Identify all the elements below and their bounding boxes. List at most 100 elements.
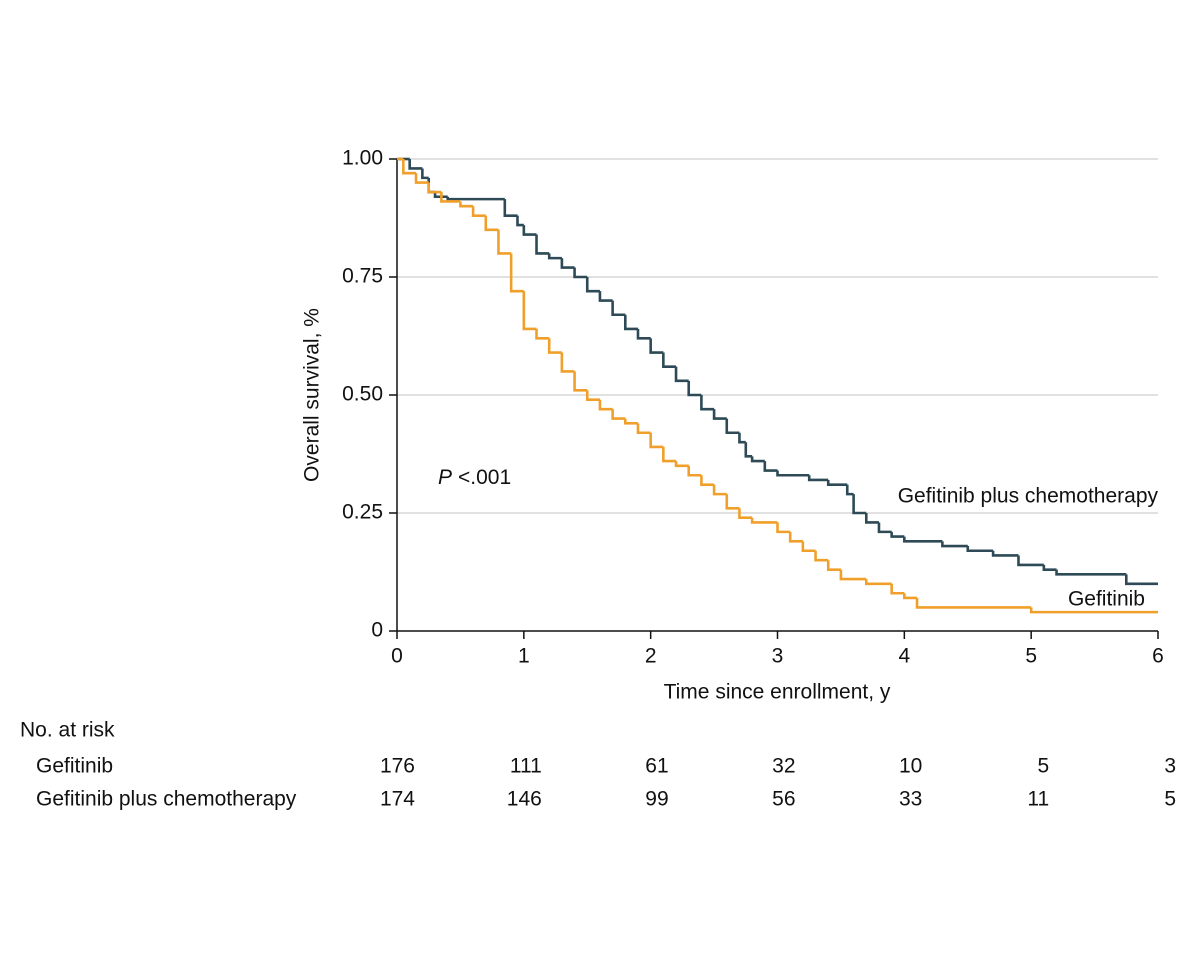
risk-count: 32: [772, 755, 795, 778]
survival-step: [662, 352, 677, 368]
survival-step: [750, 456, 765, 463]
y-tick-label: 1.00: [342, 147, 383, 170]
survival-step: [560, 258, 575, 269]
survival-step: [535, 234, 550, 255]
survival-step: [585, 390, 600, 402]
survival-step: [776, 522, 791, 534]
risk-count: 146: [507, 788, 542, 811]
survival-step: [636, 423, 651, 435]
survival-step: [674, 366, 689, 383]
survival-step: [459, 201, 474, 208]
survival-step: [725, 494, 740, 510]
survival-step: [687, 380, 702, 397]
survival-step: [414, 173, 429, 184]
survival-step: [611, 409, 626, 420]
survival-step: [446, 196, 505, 201]
survival-step: [807, 475, 829, 482]
survival-step: [750, 517, 778, 524]
survival-step: [421, 168, 429, 180]
survival-step: [738, 508, 753, 520]
survival-step: [509, 253, 524, 293]
survival-step: [1124, 574, 1158, 586]
survival-step: [801, 541, 816, 553]
risk-count: 5: [1037, 755, 1049, 778]
survival-step: [1017, 555, 1044, 567]
survival-step: [484, 215, 499, 232]
survival-step: [611, 300, 626, 317]
x-tick-label: 1: [518, 645, 530, 668]
survival-step: [649, 338, 664, 354]
survival-step: [915, 597, 1032, 609]
risk-count: 33: [899, 788, 922, 811]
survival-step: [440, 192, 461, 203]
survival-step: [700, 395, 715, 411]
survival-step: [877, 522, 892, 534]
survival-step: [598, 399, 613, 411]
survival-step: [1055, 569, 1127, 576]
survival-step: [624, 314, 638, 331]
risk-count: 174: [380, 788, 415, 811]
risk-row-name: Gefitinib: [36, 755, 113, 778]
survival-step: [852, 494, 867, 515]
survival-step: [547, 338, 562, 354]
y-tick-label: 0.25: [342, 501, 383, 524]
survival-step: [845, 484, 854, 496]
risk-count: 176: [380, 755, 415, 778]
p-text: <.001: [458, 466, 511, 489]
survival-step: [700, 475, 715, 486]
survival-step: [763, 461, 778, 472]
survival-step: [522, 225, 537, 236]
survival-step: [573, 267, 588, 279]
survival-step: [826, 479, 848, 486]
risk-count: 10: [899, 755, 922, 778]
p-symbol: P: [438, 466, 452, 489]
survival-step: [738, 432, 746, 444]
survival-step: [941, 541, 968, 548]
series-label: Gefitinib plus chemotherapy: [898, 485, 1159, 508]
survival-step: [560, 352, 575, 373]
survival-step: [649, 432, 664, 449]
survival-step: [788, 531, 803, 543]
series-label: Gefitinib: [1068, 588, 1145, 611]
risk-count: 56: [772, 788, 795, 811]
x-tick-label: 4: [898, 645, 910, 668]
survival-step: [585, 277, 600, 293]
x-axis-label: Time since enrollment, y: [664, 681, 891, 704]
survival-step: [814, 550, 829, 562]
survival-step: [573, 371, 588, 392]
survival-step: [522, 291, 537, 331]
survival-step: [662, 446, 677, 463]
survival-step: [903, 536, 943, 543]
survival-step: [402, 159, 417, 175]
survival-step: [687, 465, 702, 477]
risk-count: 5: [1164, 788, 1176, 811]
survival-step: [636, 328, 651, 340]
p-value: P <.001: [438, 466, 511, 489]
x-tick-label: 5: [1025, 645, 1037, 668]
risk-row-name: Gefitinib plus chemotherapy: [36, 788, 297, 811]
survival-step: [712, 409, 727, 420]
survival-step: [1042, 564, 1057, 571]
survival-step: [826, 560, 841, 571]
survival-step: [433, 192, 448, 199]
survival-step: [712, 484, 727, 496]
risk-title: No. at risk: [20, 719, 115, 742]
x-tick-label: 3: [772, 645, 784, 668]
y-axis-label: Overall survival, %: [301, 308, 324, 482]
risk-count: 61: [645, 755, 668, 778]
survival-step: [776, 470, 810, 477]
risk-count: 3: [1164, 755, 1176, 778]
y-tick-label: 0: [371, 619, 383, 642]
survival-step: [427, 182, 442, 194]
survival-step: [535, 328, 550, 340]
survival-step: [839, 569, 867, 581]
survival-step: [1029, 607, 1158, 614]
survival-step: [547, 253, 562, 260]
survival-step: [903, 593, 918, 600]
survival-step: [725, 418, 740, 435]
survival-step: [408, 159, 423, 170]
survival-step: [864, 513, 879, 524]
survival-step: [966, 546, 994, 553]
survival-step: [744, 442, 753, 458]
